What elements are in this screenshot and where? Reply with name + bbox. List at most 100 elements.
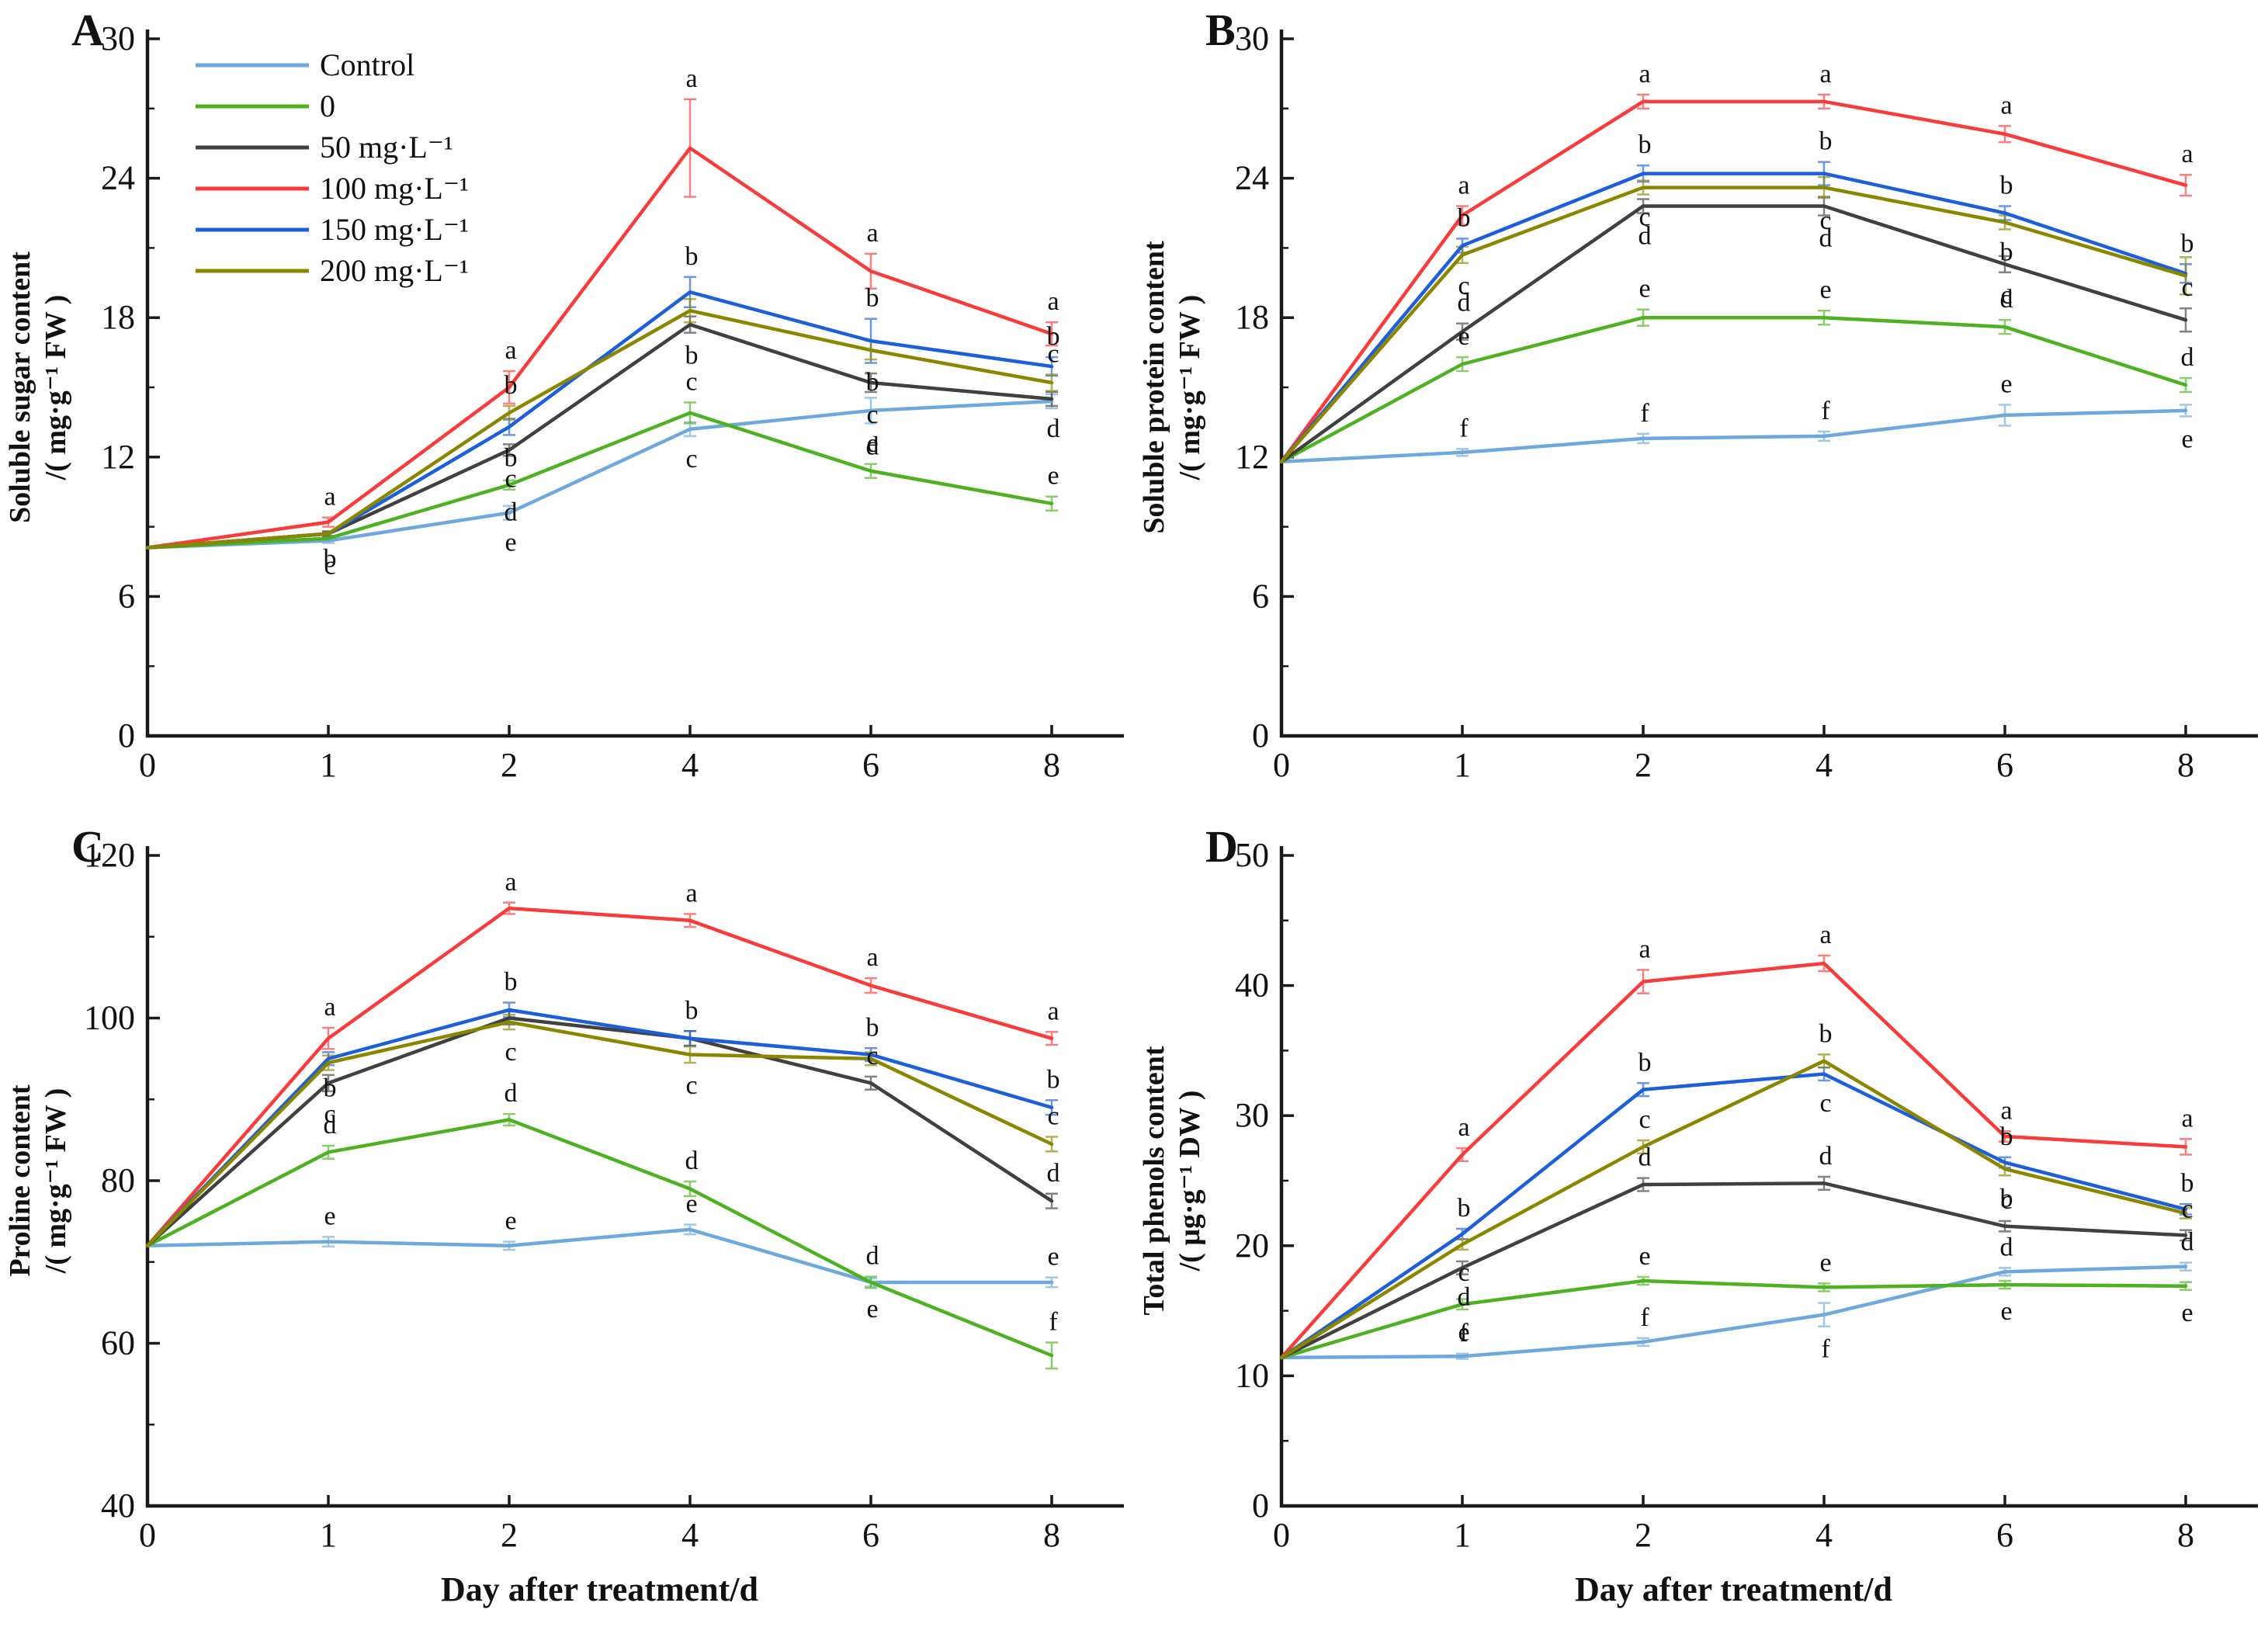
sig-letter-A-200 mg·L⁻¹-x2: b [505,371,518,400]
series-line-150 mg·L⁻¹ [145,290,1054,550]
y-axis-title-line2: /( mg·g⁻¹ FW ) [40,1088,72,1275]
sig-letter-D-50 mg·L⁻¹-x3: d [1819,1142,1833,1171]
x-tick-label: 4 [1815,746,1833,784]
series-line-0 [1279,1278,2188,1360]
sig-letter-B-0-x4: d [2000,285,2013,314]
series-line-200 mg·L⁻¹ [145,1020,1054,1248]
panel-letter-B: B [1205,5,1236,55]
x-tick-label: 6 [1996,1516,2013,1554]
sig-letter-C-0-x1: d [324,1111,337,1140]
sig-letter-B-150 mg·L⁻¹-x4: b [2000,172,2013,200]
sig-letter-A-50 mg·L⁻¹-x5: d [1047,415,1060,443]
series-line-100 mg·L⁻¹ [145,906,1054,1248]
sig-letter-B-150 mg·L⁻¹-x1: b [1458,203,1471,232]
sig-letter-A-100 mg·L⁻¹-x1: a [324,483,335,512]
series-line-Control [145,1227,1054,1285]
sig-letter-D-0-x2: e [1639,1242,1650,1271]
sig-letter-D-0-x1: e [1458,1318,1469,1347]
y-tick-label: 100 [84,999,135,1037]
series-line-Control [145,399,1054,550]
sig-letter-D-100 mg·L⁻¹-x2: a [1639,935,1650,963]
x-tick-label: 6 [862,746,879,784]
legend-label-50 mg·L⁻¹: 50 mg·L⁻¹ [320,130,453,165]
sig-letter-B-150 mg·L⁻¹-x3: b [1819,127,1833,156]
legend-label-200 mg·L⁻¹: 200 mg·L⁻¹ [320,253,469,288]
panel-letter-D: D [1205,821,1238,872]
series-line-200 mg·L⁻¹ [145,308,1054,550]
sig-letter-A-0-x2: d [505,498,518,527]
x-tick-label: 8 [1043,746,1060,784]
sig-letter-B-50 mg·L⁻¹-x3: d [1819,224,1833,252]
y-tick-label: 30 [1235,19,1269,57]
y-tick-label: 12 [101,438,135,476]
panel-C-proline-chart: C 40 60 80 100 120 0 1 2 4 6 8 Day after treatment/d… [0,817,1134,1633]
y-tick-label: 10 [1235,1356,1269,1394]
sig-letter-A-0-x5: e [1047,462,1059,491]
x-tick-label: 8 [1043,1516,1060,1554]
sig-letter-D-Control-x2: f [1640,1303,1649,1332]
series-line-0 [145,1118,1054,1358]
sig-letter-A-Control-x2: e [505,529,516,557]
y-axis-title-line1: Soluble sugar content [4,252,36,523]
panel-A-soluble-sugar-chart: A 0 6 12 18 24 30 0 1 2 4 6 8 Soluble sugar content/(… [0,0,1134,817]
sig-letter-D-Control-x1: f [1459,1319,1469,1348]
y-tick-label: 40 [1235,966,1269,1004]
x-tick-label: 2 [1635,1516,1652,1554]
x-tick-label: 2 [1635,746,1652,784]
sig-letter-C-200 mg·L⁻¹-x3: c [685,1071,697,1100]
x-tick-label: 6 [1996,746,2013,784]
sig-letter-D-Control-x5: d [2181,1228,2194,1257]
sig-letter-D-0-x3: e [1819,1248,1831,1277]
x-tick-label: 0 [139,746,156,784]
sig-letter-C-Control-x5: e [1047,1243,1059,1271]
y-tick-label: 40 [101,1487,135,1525]
series-line-200 mg·L⁻¹ [1279,186,2188,464]
sig-letter-D-150 mg·L⁻¹-x1: b [1458,1194,1471,1223]
sig-letter-B-200 mg·L⁻¹-x2: c [1639,203,1650,232]
sig-letter-C-100 mg·L⁻¹-x5: a [1047,997,1059,1025]
sig-letter-B-Control-x4: e [2000,369,2012,398]
sig-letter-A-Control-x4: d [866,432,879,460]
y-axis-title-line1: Total phenols content [1138,1046,1170,1315]
x-tick-label: 2 [501,746,518,784]
sig-letter-C-200 mg·L⁻¹-x5: c [1047,1101,1059,1130]
sig-letter-C-Control-x2: e [505,1207,516,1236]
series-line-100 mg·L⁻¹ [1279,961,2188,1360]
sig-letter-B-150 mg·L⁻¹-x2: b [1639,130,1652,159]
sig-letter-D-200 mg·L⁻¹-x3: b [1819,1019,1833,1048]
x-tick-label: 1 [1454,746,1471,784]
series-line-100 mg·L⁻¹ [1279,99,2188,464]
sig-letter-D-100 mg·L⁻¹-x1: a [1458,1113,1469,1142]
y-tick-label: 24 [101,159,135,197]
sig-letter-C-100 mg·L⁻¹-x4: a [866,943,878,972]
sig-letter-B-150 mg·L⁻¹-x5: b [2181,229,2194,258]
sig-letter-D-50 mg·L⁻¹-x4: c [2000,1186,2012,1215]
y-axis-title-line2: /( μg·g⁻¹ DW ) [1174,1091,1206,1272]
sig-letter-B-100 mg·L⁻¹-x5: a [2181,140,2193,168]
sig-letter-B-100 mg·L⁻¹-x2: a [1639,60,1650,88]
sig-letter-B-200 mg·L⁻¹-x1: c [1458,272,1469,300]
series-line-Control [1279,408,2188,464]
sig-letter-D-200 mg·L⁻¹-x2: c [1639,1105,1650,1134]
sig-letter-B-0-x1: e [1458,322,1469,351]
sig-letter-A-150 mg·L⁻¹-x4: b [866,284,879,313]
sig-letter-D-Control-x4: d [2000,1233,2013,1261]
sig-letter-D-50 mg·L⁻¹-x2: d [1639,1143,1652,1172]
y-axis-title-line2: /( mg·g⁻¹ FW ) [1174,295,1206,481]
sig-letter-B-100 mg·L⁻¹-x3: a [1819,60,1831,88]
series-line-50 mg·L⁻¹ [1279,1181,2188,1360]
x-tick-label: 4 [681,1516,699,1554]
x-axis-title: Day after treatment/d [441,1570,758,1608]
sig-letter-C-0-x4: d [866,1242,879,1271]
panel-letter-A: A [71,5,104,55]
sig-letter-B-0-x3: e [1819,276,1831,304]
sig-letter-A-Control-x3: c [685,445,697,474]
x-tick-label: 0 [139,1516,156,1554]
y-tick-label: 6 [1252,577,1269,615]
sig-letter-A-50 mg·L⁻¹-x3: b [685,342,699,370]
y-tick-label: 30 [1235,1096,1269,1134]
sig-letter-C-100 mg·L⁻¹-x3: a [685,879,697,907]
sig-letter-C-150 mg·L⁻¹-x3: b [685,996,699,1025]
y-tick-label: 50 [1235,836,1269,874]
